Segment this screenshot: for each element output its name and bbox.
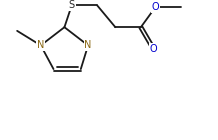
Text: N: N (37, 40, 44, 50)
Text: O: O (150, 44, 157, 54)
Text: S: S (69, 0, 75, 10)
Text: N: N (84, 40, 92, 50)
Text: O: O (152, 2, 159, 12)
